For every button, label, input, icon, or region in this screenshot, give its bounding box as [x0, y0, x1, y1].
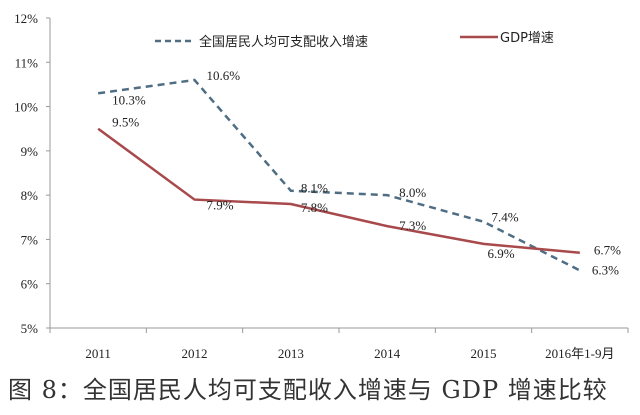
series-line-0	[97, 78, 581, 272]
data-label: 9.5%	[112, 115, 139, 130]
data-label: 7.8%	[301, 200, 328, 215]
y-tick-label: 9%	[21, 144, 39, 159]
data-label: 6.9%	[488, 246, 515, 261]
y-tick-label: 7%	[21, 232, 39, 247]
data-label: 8.0%	[399, 185, 426, 200]
series-line-1	[97, 127, 580, 254]
data-label: 7.4%	[492, 210, 519, 225]
x-tick-label: 2013	[278, 346, 304, 361]
data-label: 6.3%	[592, 262, 619, 277]
legend-label-income: 全国居民人均可支配收入增速	[199, 34, 368, 50]
y-tick-label: 10%	[14, 100, 38, 115]
x-tick-label: 2014	[374, 346, 401, 361]
y-tick-label: 5%	[21, 321, 39, 336]
data-label: 8.1%	[301, 181, 328, 196]
data-label: 6.7%	[594, 243, 621, 258]
legend: 全国居民人均可支配收入增速 GDP增速	[155, 31, 554, 50]
data-label: 10.3%	[112, 92, 146, 107]
data-label: 7.3%	[399, 218, 426, 233]
x-tick-label: 2012	[182, 346, 208, 361]
legend-label-gdp: GDP增速	[500, 31, 554, 46]
y-tick-label: 11%	[15, 55, 39, 70]
x-tick-label: 2016年1-9月	[545, 346, 614, 361]
y-tick-label: 8%	[21, 188, 39, 203]
x-tick-label: 2011	[85, 346, 111, 361]
figure-caption: 图 8：全国居民人均可支配收入增速与 GDP 增速比较	[8, 376, 608, 404]
data-label: 10.6%	[207, 68, 241, 83]
x-tick-label: 2015	[471, 346, 497, 361]
data-label: 7.9%	[207, 198, 234, 213]
y-tick-label: 6%	[21, 277, 39, 292]
line-chart: 5% 6% 7% 8% 9% 10% 11% 12% 2011 2012 2013 2014 2015…	[14, 11, 629, 361]
y-tick-label: 12%	[14, 11, 38, 26]
